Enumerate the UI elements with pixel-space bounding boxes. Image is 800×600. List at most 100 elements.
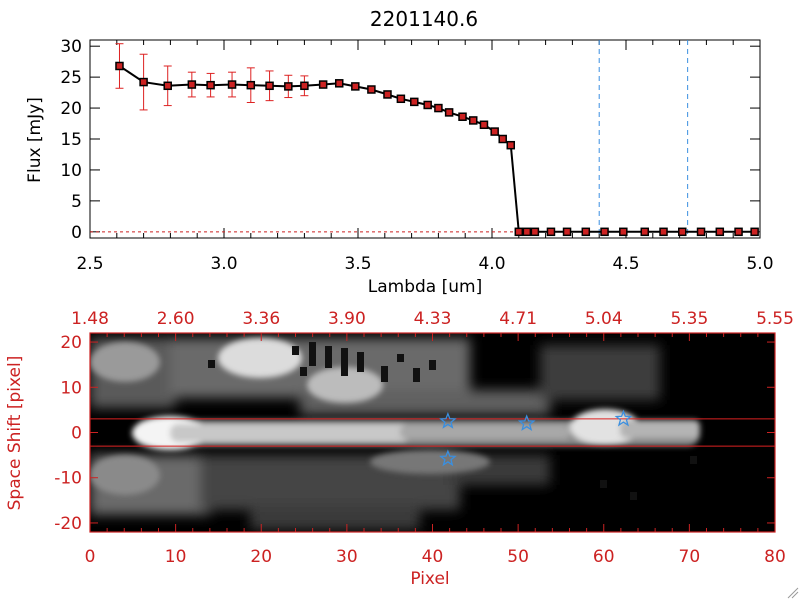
- data-point: [734, 227, 743, 237]
- data-point: [546, 227, 556, 237]
- y-tick-label: 30: [60, 37, 82, 57]
- y-tick-label: 5: [71, 192, 82, 212]
- x-tick-label: 70: [679, 547, 701, 567]
- top-axis-tick-label: 3.90: [328, 309, 366, 329]
- data-point: [265, 81, 274, 91]
- y-tick-label: 0: [71, 223, 82, 243]
- y-tick-label: 20: [60, 333, 82, 353]
- spectrum-plot-frame: [89, 39, 761, 239]
- data-point: [750, 227, 759, 237]
- bad-pixels: [208, 342, 697, 500]
- spectral-image: [90, 338, 700, 530]
- data-point: [396, 94, 406, 104]
- wavelength-markers: [90, 40, 760, 238]
- x-axis-label: Pixel: [410, 569, 449, 589]
- data-point: [468, 116, 478, 125]
- data-point: [115, 61, 124, 71]
- data-point: [163, 81, 172, 91]
- data-point: [139, 77, 148, 87]
- y-tick-label: -10: [54, 469, 82, 489]
- x-tick-label: 2.5: [76, 254, 103, 274]
- data-point: [490, 127, 499, 136]
- star-marker: [517, 414, 536, 431]
- x-tick-label: 3.0: [210, 254, 237, 274]
- data-point: [334, 79, 344, 88]
- top-axis-tick-label: 2.60: [157, 309, 195, 329]
- data-point: [659, 227, 668, 237]
- y-axis-label: Flux [mJy]: [25, 97, 45, 183]
- x-tick-label: 10: [165, 547, 187, 567]
- data-point: [410, 97, 419, 107]
- data-point: [423, 100, 432, 110]
- data-point: [187, 80, 197, 89]
- data-point: [696, 227, 706, 237]
- data-point: [581, 227, 591, 237]
- x-tick-label: 50: [507, 547, 529, 567]
- data-point: [715, 227, 725, 237]
- y-tick-label: 25: [60, 68, 82, 88]
- data-point: [530, 227, 540, 237]
- data-point: [300, 81, 309, 91]
- top-axis-tick-label: 5.35: [670, 309, 708, 329]
- data-point: [522, 227, 532, 237]
- data-point: [479, 120, 489, 130]
- top-axis-tick-label: 3.36: [242, 309, 280, 329]
- top-axis-tick-label: 4.33: [414, 309, 452, 329]
- data-point: [444, 108, 454, 117]
- data-point: [367, 85, 376, 94]
- x-tick-label: 30: [336, 547, 358, 567]
- x-tick-label: 0: [85, 547, 96, 567]
- data-point: [640, 227, 650, 237]
- data-point: [227, 80, 237, 89]
- data-point: [351, 82, 360, 91]
- chart-title: 2201140.6: [370, 7, 478, 31]
- x-tick-label: 80: [764, 547, 786, 567]
- aperture-lines: [90, 418, 775, 447]
- bright-sources: [90, 338, 700, 495]
- star-marker: [439, 411, 457, 429]
- x-tick-label: 4.5: [612, 254, 639, 274]
- spectrum-axes: 2.5 3.0 3.5 4.0 4.5 5.0 0 5 10 15 20 25 30: [60, 37, 773, 274]
- data-point: [506, 140, 516, 150]
- data-point: [619, 227, 628, 237]
- y-tick-label: 0: [71, 424, 82, 444]
- flux-line: [118, 65, 755, 233]
- x-axis-label: Lambda [um]: [368, 277, 482, 297]
- top-axis-tick-label: 1.48: [71, 309, 109, 329]
- y-tick-label: -20: [54, 514, 82, 534]
- data-point: [678, 227, 687, 237]
- top-axis-tick-label: 5.55: [756, 309, 794, 329]
- y-tick-label: 15: [60, 130, 82, 150]
- star-marker: [614, 409, 633, 427]
- x-tick-label: 20: [250, 547, 272, 567]
- data-point: [498, 134, 507, 144]
- data-point: [434, 103, 443, 113]
- y-tick-label: 20: [60, 99, 82, 119]
- data-point: [206, 80, 215, 90]
- x-tick-label: 5.0: [746, 254, 773, 274]
- x-tick-label: 4.0: [478, 254, 505, 274]
- star-marker: [439, 449, 457, 467]
- top-axis-tick-label: 4.71: [499, 309, 537, 329]
- x-tick-label: 60: [593, 547, 615, 567]
- y-tick-label: 10: [60, 378, 82, 398]
- data-point: [318, 80, 328, 89]
- spectral-image-panel: 0 10 20 30 40 50 60 70 80 -20 -10 0 10 20 1.48 2.60 3.36…: [5, 309, 794, 589]
- y-tick-label: 10: [60, 161, 82, 181]
- top-axis-tick-label: 5.04: [585, 309, 623, 329]
- resize-grip-icon[interactable]: [787, 587, 799, 599]
- x-tick-label: 40: [422, 547, 444, 567]
- line-markers: [439, 409, 633, 467]
- spectrum-panel: 2201140.6 2.5 3.0 3.5 4.0 4.5 5.0 0 5 10 15 20 25 30…: [25, 7, 774, 297]
- data-point: [383, 90, 392, 99]
- spectral-image-axes: 0 10 20 30 40 50 60 70 80 -20 -10 0 10 20 1.48 2.60 3.36…: [54, 309, 794, 567]
- data-point: [458, 112, 467, 121]
- data-point: [562, 227, 572, 237]
- data-point: [246, 80, 256, 90]
- data-point: [284, 82, 293, 91]
- x-tick-label: 3.5: [344, 254, 371, 274]
- flux-series: [115, 43, 759, 237]
- y-axis-label: Space Shift [pixel]: [5, 356, 25, 511]
- data-point: [514, 227, 524, 237]
